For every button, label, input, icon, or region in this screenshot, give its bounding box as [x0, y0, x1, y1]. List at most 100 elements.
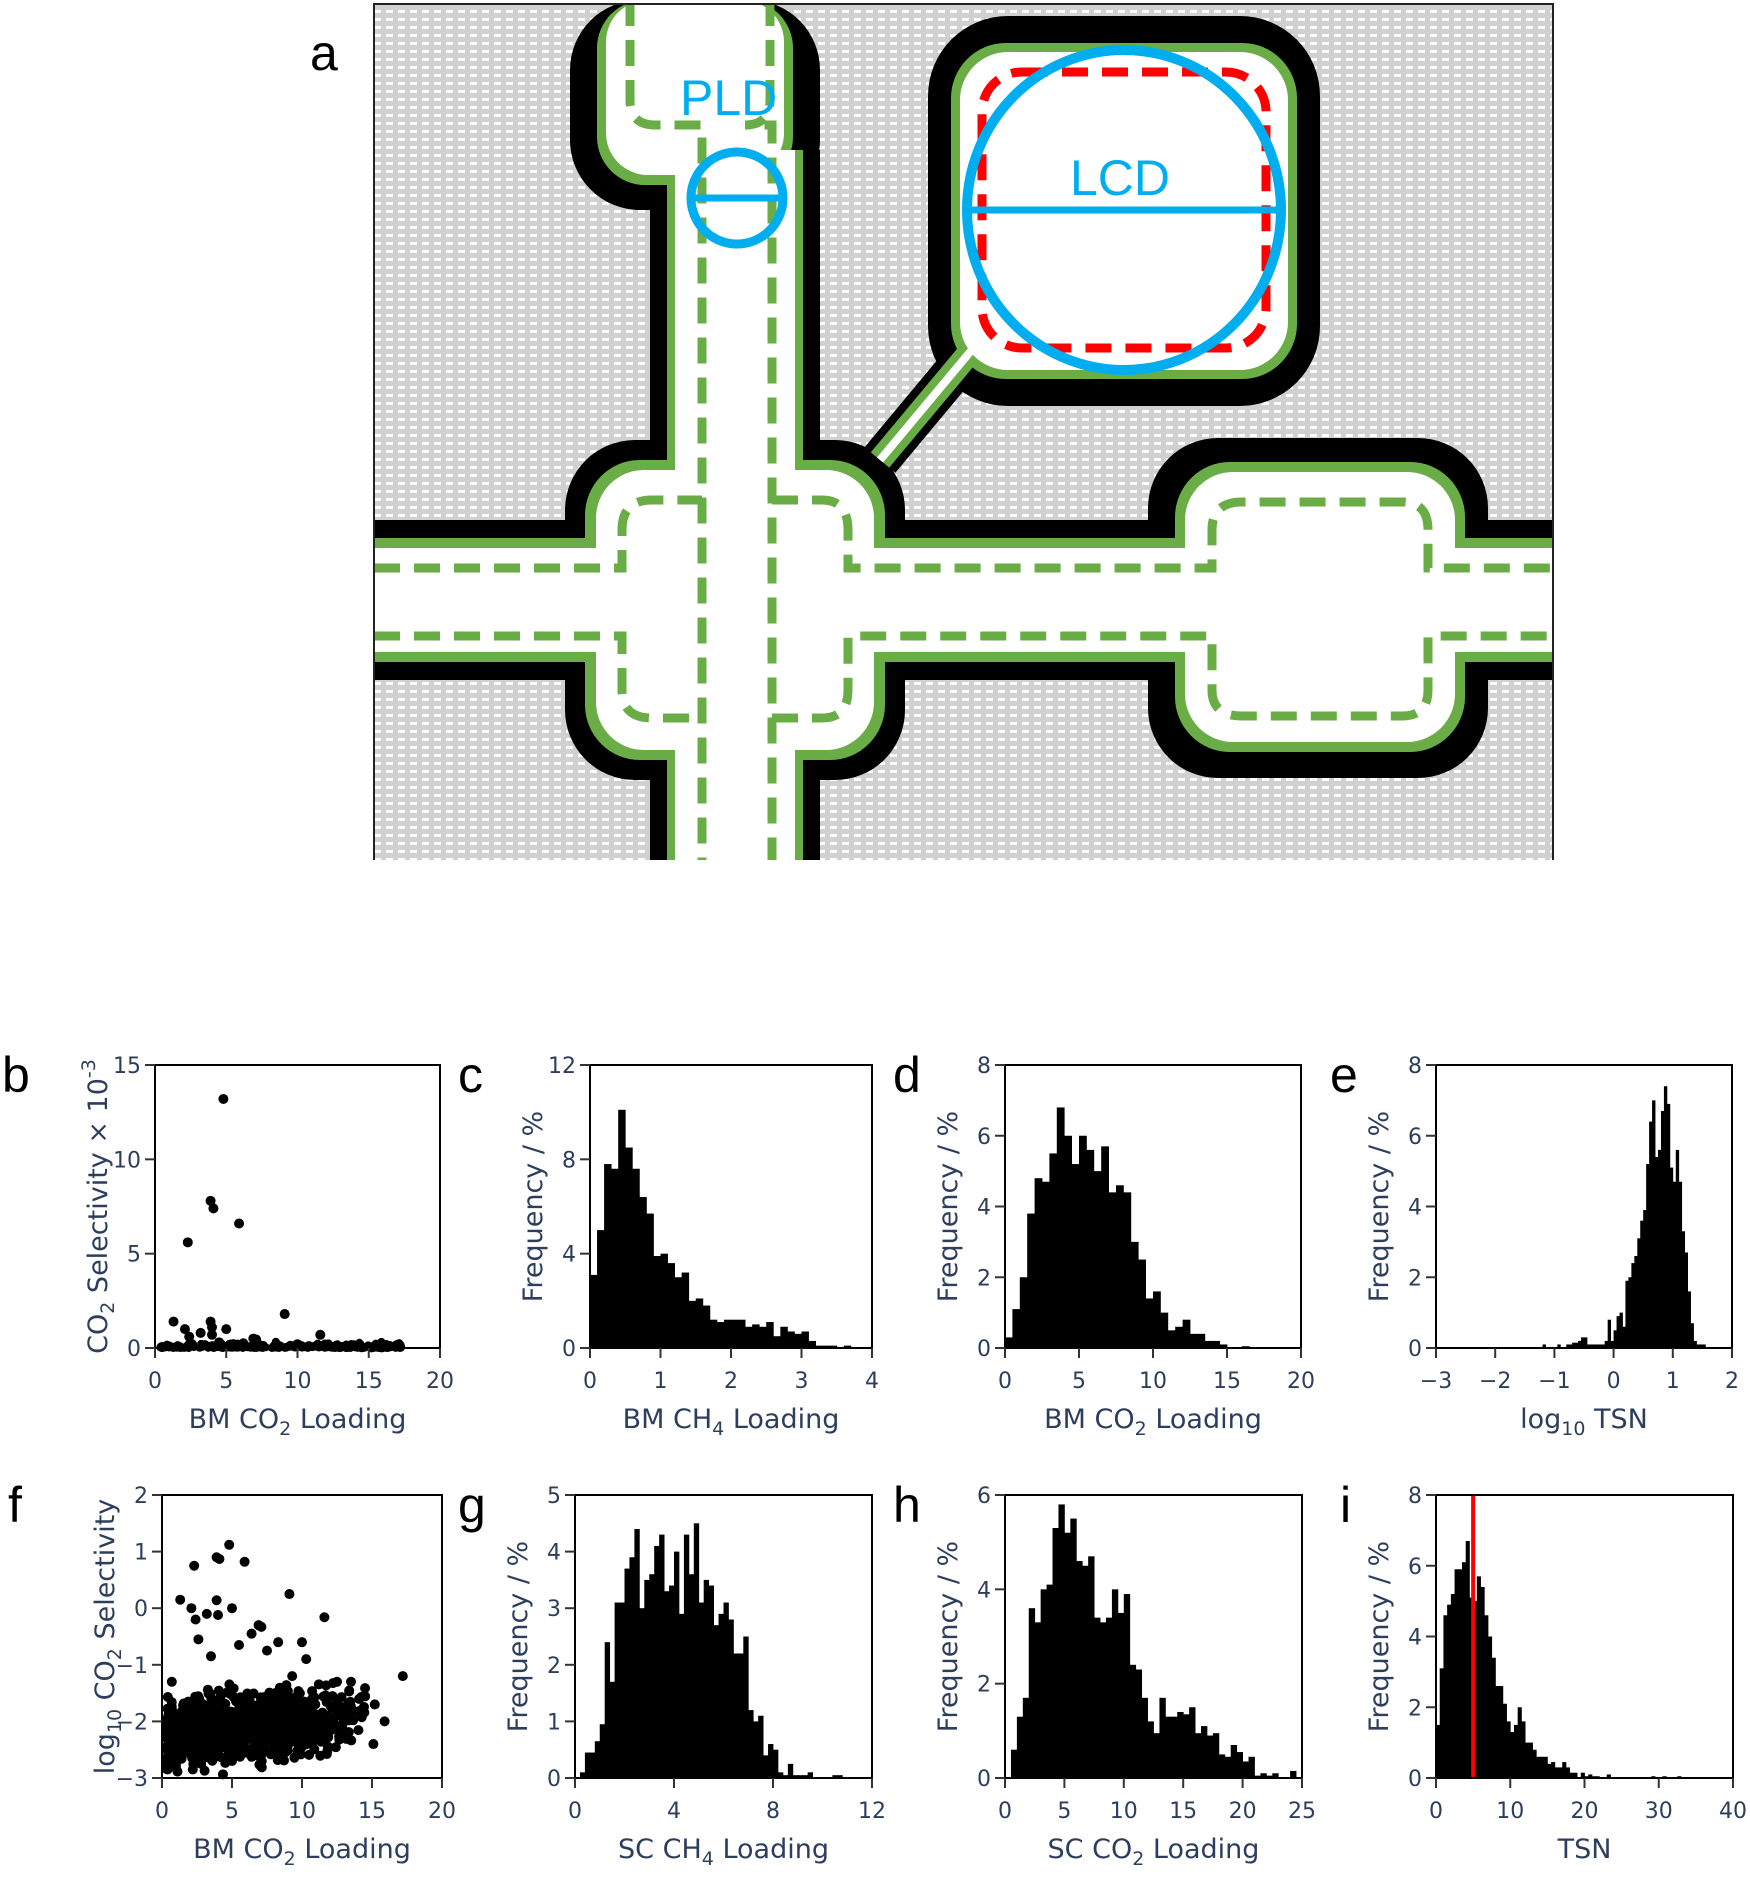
- chart-b-scatter: 0 5 10 15 20 0 5 10 15 BM CO2 Loading CO2 Selectiv…: [45, 1054, 470, 1452]
- x-tick-label: 20: [428, 1799, 456, 1824]
- histogram-bar: [745, 1326, 753, 1348]
- data-point: [239, 1556, 250, 1567]
- histogram-bar: [1182, 1319, 1191, 1348]
- histogram-bar: [1672, 1181, 1677, 1348]
- histogram-bar: [1056, 1107, 1065, 1348]
- data-point: [234, 1639, 244, 1650]
- plot-area: [156, 1093, 406, 1353]
- histogram-bar: [1197, 1333, 1206, 1348]
- data-point: [213, 1609, 223, 1620]
- data-point: [356, 1692, 367, 1703]
- histogram-bar: [1159, 1697, 1166, 1778]
- histogram-bar: [1631, 1263, 1635, 1348]
- histogram-bar: [1690, 1323, 1694, 1348]
- histogram-bar: [777, 1772, 784, 1778]
- histogram-bar: [1616, 1316, 1620, 1348]
- chart-i-histogram: 0 10 20 30 40 0 2 4 6 8 TSN Frequency / %: [1326, 1484, 1750, 1882]
- plot-frame: [154, 1064, 441, 1349]
- data-point: [207, 1713, 218, 1724]
- data-point: [353, 1725, 364, 1736]
- histogram-bar: [782, 1775, 789, 1778]
- histogram-bar: [1028, 1608, 1036, 1778]
- x-tick-label: 15: [1213, 1369, 1241, 1394]
- histogram-bar: [653, 1256, 661, 1348]
- data-point: [245, 1747, 256, 1758]
- histogram-bar: [1491, 1657, 1496, 1778]
- panel-letter-i: i: [1340, 1477, 1352, 1533]
- histogram-bar: [1525, 1742, 1530, 1778]
- histogram-bar: [584, 1752, 591, 1778]
- histogram-bar: [1218, 1754, 1226, 1778]
- histogram-bar: [1573, 1772, 1578, 1778]
- data-point: [332, 1676, 342, 1687]
- data-point: [166, 1676, 177, 1687]
- histogram-bar: [678, 1613, 685, 1778]
- y-tick-label: 4: [977, 1196, 991, 1221]
- data-point: [301, 1654, 312, 1665]
- histogram-bar: [1272, 1773, 1279, 1778]
- data-point: [247, 1706, 258, 1717]
- histogram-bar: [1637, 1238, 1641, 1348]
- data-point: [166, 1751, 177, 1762]
- x-axis-label: log10 TSN: [1520, 1404, 1648, 1440]
- histogram-bar: [1592, 1344, 1597, 1348]
- histogram-bar: [1016, 1716, 1024, 1778]
- data-point: [265, 1713, 276, 1724]
- histogram-bar: [1578, 1340, 1582, 1348]
- x-tick-label: −1: [1538, 1369, 1570, 1394]
- data-point: [360, 1683, 371, 1694]
- histogram-bar: [644, 1579, 650, 1778]
- histogram-bar: [1517, 1707, 1522, 1778]
- x-axis-label: TSN: [1557, 1834, 1612, 1865]
- data-point: [328, 1341, 339, 1352]
- histogram-bar: [1458, 1569, 1463, 1778]
- histogram-bar: [579, 1772, 586, 1778]
- data-point: [190, 1614, 201, 1625]
- x-tick-label: 8: [766, 1799, 780, 1824]
- data-point: [296, 1741, 307, 1752]
- data-point: [368, 1739, 379, 1750]
- chart-f-scatter: 0 5 10 15 20 −3 −2 −1 0 1 2 BM CO2 Loading log10 CO2…: [52, 1484, 472, 1882]
- y-tick-label: −2: [116, 1710, 148, 1735]
- data-point: [284, 1589, 295, 1600]
- data-point: [195, 1327, 206, 1338]
- data-point: [164, 1341, 175, 1352]
- histogram-bar: [1604, 1340, 1609, 1348]
- histogram-bar: [1696, 1344, 1700, 1348]
- histogram-bar: [1580, 1772, 1585, 1778]
- data-point: [290, 1724, 301, 1735]
- data-point: [331, 1722, 342, 1733]
- y-tick-label: 10: [113, 1148, 141, 1173]
- histogram-bar: [768, 1744, 774, 1778]
- data-point: [205, 1195, 216, 1206]
- histogram-bar: [1260, 1773, 1267, 1778]
- histogram-bar: [1111, 1589, 1119, 1778]
- x-tick-label: 5: [225, 1799, 239, 1824]
- histogram-bar: [1658, 1149, 1662, 1348]
- histogram-bar: [1082, 1565, 1089, 1778]
- plot-area: [1010, 1504, 1297, 1778]
- histogram-bar: [1610, 1340, 1614, 1348]
- histogram-bar: [1290, 1770, 1297, 1778]
- data-point: [315, 1750, 326, 1761]
- data-point: [323, 1741, 334, 1752]
- histogram-bar: [773, 1749, 779, 1778]
- histogram-bar: [1447, 1604, 1452, 1778]
- histogram-bar: [1204, 1340, 1213, 1348]
- data-point: [264, 1695, 275, 1706]
- y-tick-label: −1: [116, 1654, 148, 1679]
- x-tick-label: 10: [284, 1369, 312, 1394]
- lcd-probe: [962, 45, 1286, 375]
- histogram-bar: [1558, 1767, 1563, 1778]
- data-point: [207, 1322, 217, 1333]
- x-tick-label: −3: [1420, 1369, 1452, 1394]
- y-tick-label: 12: [548, 1054, 576, 1079]
- histogram-bar: [609, 1681, 615, 1778]
- histogram-bar: [1141, 1697, 1148, 1778]
- x-tick-label: 12: [858, 1799, 886, 1824]
- data-point: [265, 1705, 276, 1716]
- histogram-bar: [646, 1213, 654, 1348]
- histogram-bar: [731, 1319, 739, 1348]
- x-tick-label: 20: [1571, 1799, 1599, 1824]
- plot-area: [1005, 1107, 1250, 1348]
